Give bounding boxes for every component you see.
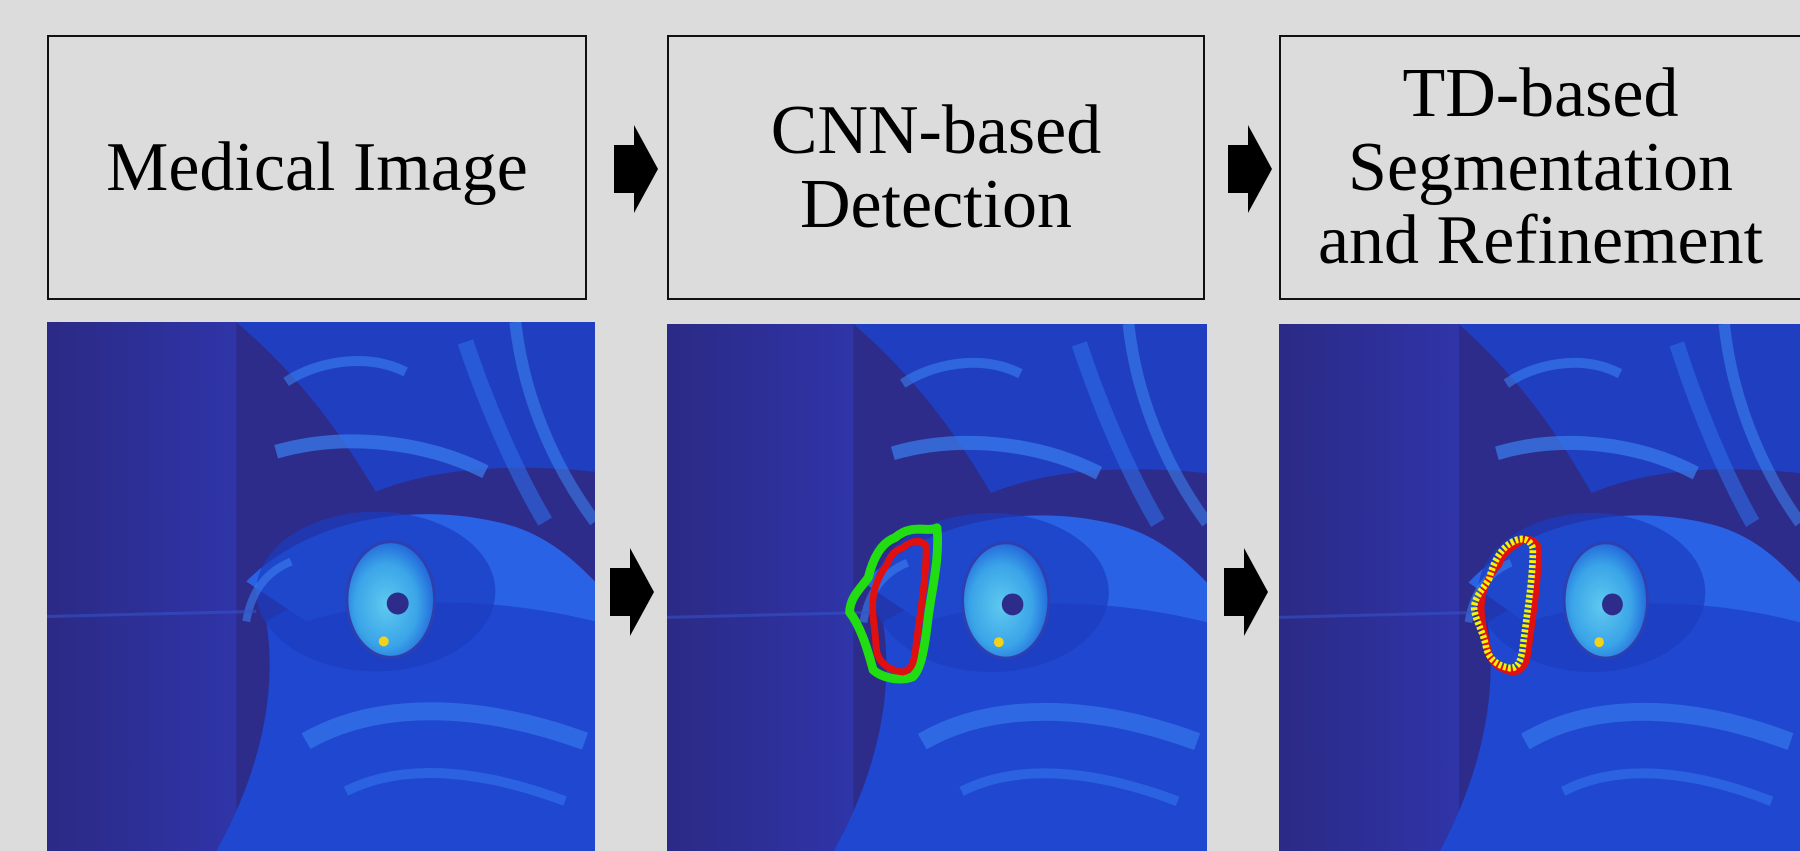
step-td-segmentation-label: TD-based Segmentation and Refinement — [1318, 57, 1763, 278]
step-medical-image-label: Medical Image — [106, 131, 528, 205]
step-medical-image-box: Medical Image — [47, 35, 587, 300]
arrow-right-icon — [1222, 548, 1270, 636]
td-segmentation-panel — [1279, 324, 1800, 851]
step-cnn-detection-label: CNN-based Detection — [771, 94, 1101, 241]
arrow-right-icon — [612, 125, 660, 213]
medical-image-panel — [47, 322, 595, 851]
arrow-right-icon — [608, 548, 656, 636]
arrow-right-icon — [1226, 125, 1274, 213]
cnn-detection-panel — [667, 324, 1207, 851]
step-td-segmentation-box: TD-based Segmentation and Refinement — [1279, 35, 1800, 300]
step-cnn-detection-box: CNN-based Detection — [667, 35, 1205, 300]
